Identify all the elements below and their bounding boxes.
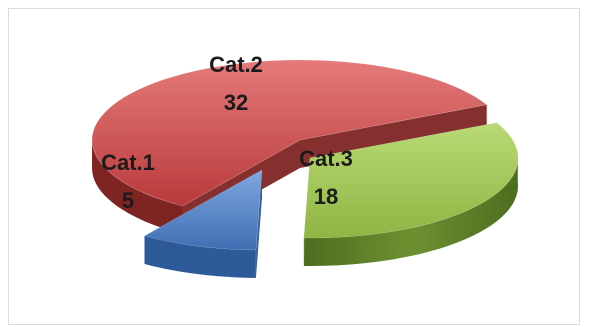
slice-side-cat2 [92,139,183,234]
data-label-value-cat3: 18 [314,184,338,209]
slice-cat1[interactable] [143,169,263,251]
data-label-category-cat3: Cat.3 [299,146,353,171]
slice-side-cat3 [303,154,518,266]
slice-cat2[interactable] [91,59,488,207]
data-label-category-cat2: Cat.2 [209,52,263,77]
data-label-value-cat2: 32 [224,90,248,115]
slice-cat3[interactable] [303,122,519,239]
data-label-value-cat1: 5 [122,188,134,213]
data-label-category-cat1: Cat.1 [101,150,155,175]
